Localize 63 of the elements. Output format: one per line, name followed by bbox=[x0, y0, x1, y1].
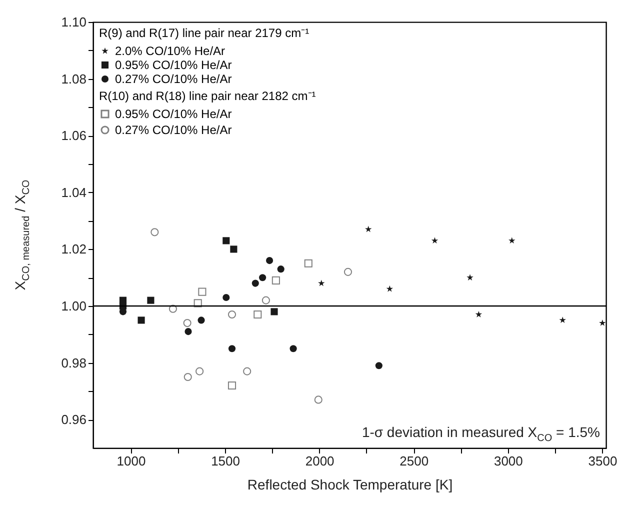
y-tick-label: 1.00 bbox=[61, 298, 86, 314]
point bbox=[150, 228, 159, 236]
y-tick-label: 1.02 bbox=[61, 242, 86, 257]
point bbox=[466, 274, 474, 280]
x-tick-label: 1000 bbox=[116, 454, 146, 468]
legend-label: 0.95% CO/10% He/Ar bbox=[115, 107, 232, 121]
annotation: 1-σ deviation in measured X$_{CO}$ = 1.5% bbox=[362, 424, 600, 444]
point bbox=[599, 320, 606, 326]
point bbox=[431, 237, 438, 244]
legend-label: 0.27% CO/10% He/Ar bbox=[115, 123, 232, 137]
point bbox=[386, 285, 394, 292]
point bbox=[198, 288, 206, 296]
point bbox=[290, 345, 297, 352]
point bbox=[314, 396, 322, 404]
point bbox=[183, 319, 192, 328]
y-tick-label: 1.08 bbox=[61, 71, 86, 86]
point bbox=[230, 246, 238, 253]
point bbox=[168, 304, 178, 313]
point bbox=[508, 237, 516, 244]
point bbox=[228, 345, 236, 352]
point bbox=[194, 299, 202, 308]
x-tick-label: 1500 bbox=[211, 454, 240, 468]
text: R(9) and R(17) line pair near 2179 cm⁻¹ bbox=[99, 26, 310, 40]
x-tick-label: 2500 bbox=[400, 454, 429, 468]
point bbox=[262, 296, 270, 304]
point bbox=[228, 310, 236, 319]
y-tick-label: 0.96 bbox=[61, 412, 86, 428]
point bbox=[344, 268, 352, 276]
point bbox=[266, 257, 274, 264]
point bbox=[228, 381, 236, 390]
point bbox=[259, 274, 266, 282]
x-tick-label: 3500 bbox=[588, 454, 618, 468]
point bbox=[222, 294, 230, 302]
point bbox=[365, 226, 372, 232]
text: R(10) and R(18) line pair near 2182 cm⁻¹ bbox=[99, 89, 316, 103]
point bbox=[243, 367, 252, 376]
point bbox=[222, 237, 230, 244]
point bbox=[304, 259, 312, 268]
legend-label: 0.27% CO/10% He/Ar bbox=[115, 72, 232, 86]
point bbox=[198, 316, 205, 324]
point bbox=[138, 316, 145, 324]
y-tick-label: 0.98 bbox=[61, 355, 86, 370]
x-tick-label: 3000 bbox=[494, 454, 523, 468]
point bbox=[559, 316, 566, 324]
point bbox=[196, 367, 204, 376]
point bbox=[277, 266, 284, 273]
point bbox=[254, 310, 262, 319]
point bbox=[475, 310, 482, 318]
y-tick-label: 1.10 bbox=[61, 14, 86, 30]
y-tick-label: 1.04 bbox=[61, 184, 86, 200]
point bbox=[375, 362, 382, 370]
point bbox=[147, 296, 154, 304]
legend-label: 2.0% CO/10% He/Ar bbox=[115, 44, 226, 58]
point bbox=[318, 280, 325, 286]
x-tick-label: 2000 bbox=[305, 454, 334, 468]
y-tick-label: 1.06 bbox=[61, 128, 86, 144]
point bbox=[184, 372, 192, 382]
point bbox=[270, 308, 278, 316]
legend-label: 0.95% CO/10% He/Ar bbox=[115, 58, 232, 72]
point bbox=[272, 276, 280, 284]
x-axis-title: Reflected Shock Temperature [K] bbox=[247, 476, 453, 492]
point bbox=[252, 280, 259, 287]
point bbox=[184, 328, 192, 336]
